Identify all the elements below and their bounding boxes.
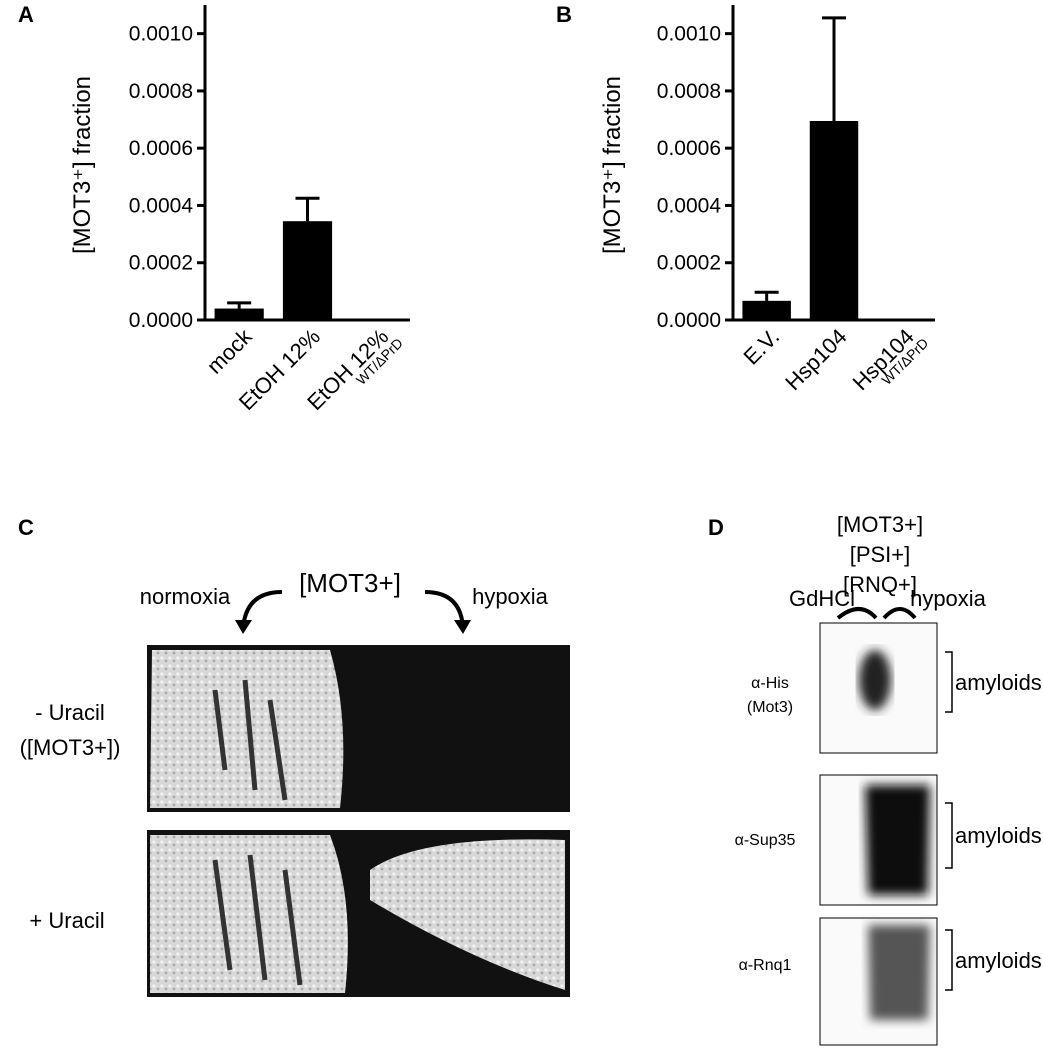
arrow: [836, 607, 917, 620]
error-bar: [754, 290, 779, 301]
error-bar: [295, 196, 320, 222]
y-tick-label: 0.0000: [129, 309, 193, 332]
band-label: amyloids: [955, 823, 1042, 848]
bar: [214, 308, 264, 320]
y-tick-label: 0.0002: [129, 252, 193, 275]
antibody-label: α-Sup35: [735, 832, 796, 849]
bracket: [945, 651, 953, 991]
y-tick-label: 0.0008: [657, 80, 721, 103]
panel-letter: A: [18, 2, 34, 27]
panel-letter: C: [18, 515, 34, 540]
y-tick-label: 0.0004: [129, 194, 194, 217]
panel-letter: B: [556, 2, 572, 27]
band: [868, 925, 930, 1020]
condition-label: GdHCl: [789, 586, 855, 611]
band-label: amyloids: [955, 948, 1042, 973]
y-tick-label: 0.0004: [657, 194, 722, 217]
bar: [742, 300, 791, 320]
condition-label: hypoxia: [472, 584, 549, 609]
y-axis-label: [MOT3⁺] fraction: [599, 76, 626, 254]
row-label: - Uracil: [35, 700, 105, 725]
antibody-label: α-Rnq1: [739, 957, 792, 974]
row-label: + Uracil: [29, 908, 104, 933]
bar: [809, 120, 859, 321]
y-tick-label: 0.0002: [657, 252, 721, 275]
error-bar: [822, 16, 846, 121]
band: [859, 650, 891, 710]
strain-label: [MOT3+]: [299, 568, 401, 598]
band-label: amyloids: [955, 670, 1042, 695]
antibody-label: α-His: [751, 675, 789, 692]
x-tick-label: Hsp104: [780, 324, 851, 395]
y-axis-label: [MOT3⁺] fraction: [69, 76, 96, 254]
row-label: ([MOT3+]): [20, 735, 121, 760]
y-tick-label: 0.0000: [657, 309, 721, 332]
bar: [282, 221, 333, 320]
y-tick-label: 0.0006: [657, 137, 721, 160]
colony-growth: [150, 650, 344, 808]
error-bar: [227, 301, 252, 309]
antibody-label: (Mot3): [747, 699, 793, 716]
arrowhead: [454, 620, 471, 634]
strain-label: [PSI+]: [850, 542, 911, 567]
x-tick-label: mock: [202, 323, 258, 379]
condition-label: hypoxia: [910, 586, 987, 611]
y-tick-label: 0.0010: [657, 23, 721, 46]
y-tick-label: 0.0010: [129, 23, 193, 46]
arrowhead: [235, 620, 252, 634]
y-tick-label: 0.0006: [129, 137, 193, 160]
strain-label: [RNQ+]: [843, 572, 917, 597]
panel-letter: D: [708, 515, 724, 540]
streak: [212, 679, 288, 801]
strain-label: [MOT3+]: [837, 512, 923, 537]
x-tick-label: E.V.: [739, 324, 785, 370]
band: [865, 785, 930, 895]
y-tick-label: 0.0008: [129, 80, 193, 103]
streak: [212, 854, 303, 986]
colony-growth: [370, 839, 565, 990]
condition-label: normoxia: [140, 584, 231, 609]
